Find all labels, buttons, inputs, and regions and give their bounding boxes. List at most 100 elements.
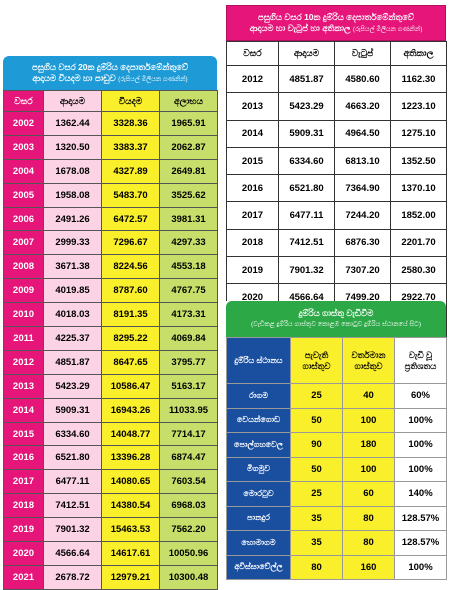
rt-cell: 5423.29 (278, 92, 335, 121)
table-row: 2015 6334.60 6813.10 1352.50 (226, 146, 447, 176)
left-cell: 1678.08 (43, 158, 102, 184)
rt-cell: 6813.10 (334, 146, 391, 176)
left-cell: 6477.11 (43, 469, 102, 495)
table-row: 2016 6521.80 7364.90 1370.10 (226, 174, 447, 203)
left-cell: 4553.18 (159, 254, 218, 280)
left-cell: 6472.57 (101, 206, 160, 232)
left-cell: 14048.77 (101, 421, 160, 447)
left-cell: 6968.03 (159, 493, 218, 519)
left-cell: 4069.84 (159, 326, 218, 351)
rb-cell: රාගම (226, 383, 291, 409)
rt-cell: 4851.87 (278, 64, 335, 94)
left-cell: 11033.95 (159, 397, 218, 423)
rt-cell: 2015 (226, 146, 279, 176)
rb-cell: 90 (290, 432, 343, 458)
left-cell: 8647.65 (101, 349, 160, 375)
rt-header-cell: වැටුප් (334, 41, 391, 66)
left-cell: 8191.35 (101, 302, 160, 328)
left-title2: ආදායම වියදම හා පාඩුව (32, 72, 116, 83)
rt-cell: 6477.11 (278, 201, 335, 230)
table-row: 2019 7901.32 7307.20 2580.30 (226, 256, 447, 285)
left-table: වසර ආදායම වියදම අලාභය 2002 1362.44 3328.36 196… (3, 90, 218, 590)
rt-cell: 2014 (226, 119, 279, 148)
left-header-cell: වියදම (101, 90, 160, 112)
rt-title2: ආදායම හා වැටුප් හා අතිකාල (249, 22, 351, 33)
left-cell: 2015 (3, 421, 44, 447)
rb-cell: 25 (290, 481, 343, 507)
rt-cell: 2018 (226, 228, 279, 258)
left-cell: 5909.31 (43, 397, 102, 423)
rt-header-cell: ආදායම (278, 41, 335, 66)
left-cell: 1958.08 (43, 182, 102, 208)
left-cell: 4297.33 (159, 230, 218, 256)
rb-cell: 35 (290, 530, 343, 556)
rb-cell: පොල්ගහවෙල (226, 432, 291, 458)
table-row: 2016 6521.80 13396.28 6874.47 (3, 445, 218, 471)
rb-cell: 50 (290, 407, 343, 433)
table-row: හොමාගම 35 80 128.57% (226, 530, 447, 556)
table-row: 2010 4018.03 8191.35 4173.31 (3, 302, 218, 328)
rb-cell: 128.57% (394, 530, 447, 556)
left-cell: 2007 (3, 230, 44, 256)
left-cell: 2004 (3, 158, 44, 184)
left-cell: 10300.48 (159, 564, 218, 590)
rb-header-cell: දුම්රිය ස්ථානය (226, 337, 291, 384)
left-cell: 2012 (3, 349, 44, 375)
left-cell: 6521.80 (43, 445, 102, 471)
table-row: 2017 6477.11 7244.20 1852.00 (226, 201, 447, 230)
left-cell: 10050.96 (159, 541, 218, 566)
rb-cell: 140% (394, 481, 447, 507)
left-cell: 2014 (3, 397, 44, 423)
left-cell: 2649.81 (159, 158, 218, 184)
left-cell: 2010 (3, 302, 44, 328)
left-cell: 7714.17 (159, 421, 218, 447)
table-row: රාගම 25 40 60% (226, 383, 447, 409)
left-cell: 14380.54 (101, 493, 160, 519)
rb-cell: 60 (342, 481, 395, 507)
rt-cell: 1370.10 (390, 174, 447, 203)
left-cell: 5163.17 (159, 373, 218, 399)
left-cell: 4767.75 (159, 278, 218, 304)
table-row: 2012 4851.87 4580.60 1162.30 (226, 64, 447, 94)
rt-header-cell: වසර (226, 41, 279, 66)
table-row: 2019 7901.32 15463.53 7562.20 (3, 517, 218, 543)
left-cell: 8224.56 (101, 254, 160, 280)
rt-cell: 1852.00 (390, 201, 447, 230)
table-row: 2008 3671.38 8224.56 4553.18 (3, 254, 218, 280)
left-cell: 15463.53 (101, 517, 160, 543)
rb-cell: 40 (342, 383, 395, 409)
table-row: 2006 2491.26 6472.57 3981.31 (3, 206, 218, 232)
rb-cell: 80 (342, 530, 395, 556)
rt-cell: 6334.60 (278, 146, 335, 176)
left-panel-header: පසුගිය වසර 20ක දුම්රිය දෙපාර්තමේන්තුවේ ආ… (3, 56, 217, 90)
rt-cell: 4580.60 (334, 64, 391, 94)
rt-cell: 2013 (226, 92, 279, 121)
rt-cell: 7412.51 (278, 228, 335, 258)
table-row: 2011 4225.37 8295.22 4069.84 (3, 326, 218, 351)
rt-cell: 7364.90 (334, 174, 391, 203)
rt-cell: 2580.30 (390, 256, 447, 285)
rb-header-cell: වර්තමාන ගාස්තුව (342, 337, 395, 384)
rt-header-cell: අතිකාල (390, 41, 447, 66)
rb-cell: මීගමුව (226, 456, 291, 482)
rb-cell: 100% (394, 456, 447, 482)
left-header-cell: වසර (3, 90, 44, 112)
left-cell: 5423.29 (43, 373, 102, 399)
revenue-expense-loss-20yr-panel: පසුගිය වසර 20ක දුම්රිය දෙපාර්තමේන්තුවේ ආ… (3, 56, 218, 590)
left-cell: 16943.26 (101, 397, 160, 423)
rt-cell: 6876.30 (334, 228, 391, 258)
table-row: 2013 5423.29 4663.20 1223.10 (226, 92, 447, 121)
table-row: 2020 4566.64 14617.61 10050.96 (3, 541, 218, 566)
left-cell: 2999.33 (43, 230, 102, 256)
rb-cell: 100% (394, 432, 447, 458)
rb-header-cell: වැඩි වූ ප්‍රතිශතය (394, 337, 447, 384)
left-cell: 2002 (3, 111, 44, 136)
left-cell: 2013 (3, 373, 44, 399)
table-row: 2015 6334.60 14048.77 7714.17 (3, 421, 218, 447)
left-header-cell: අලාභය (159, 90, 218, 112)
rb-panel-header: දුම්රිය ගාස්තු වැඩිවීම (වැඩිකළ දුම්රිය ග… (226, 301, 446, 337)
left-cell: 7901.32 (43, 517, 102, 543)
left-cell: 2020 (3, 541, 44, 566)
left-cell: 8787.60 (101, 278, 160, 304)
rt-cell: 7307.20 (334, 256, 391, 285)
